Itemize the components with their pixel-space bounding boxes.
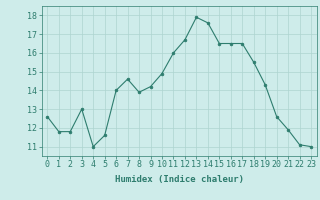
X-axis label: Humidex (Indice chaleur): Humidex (Indice chaleur)	[115, 175, 244, 184]
